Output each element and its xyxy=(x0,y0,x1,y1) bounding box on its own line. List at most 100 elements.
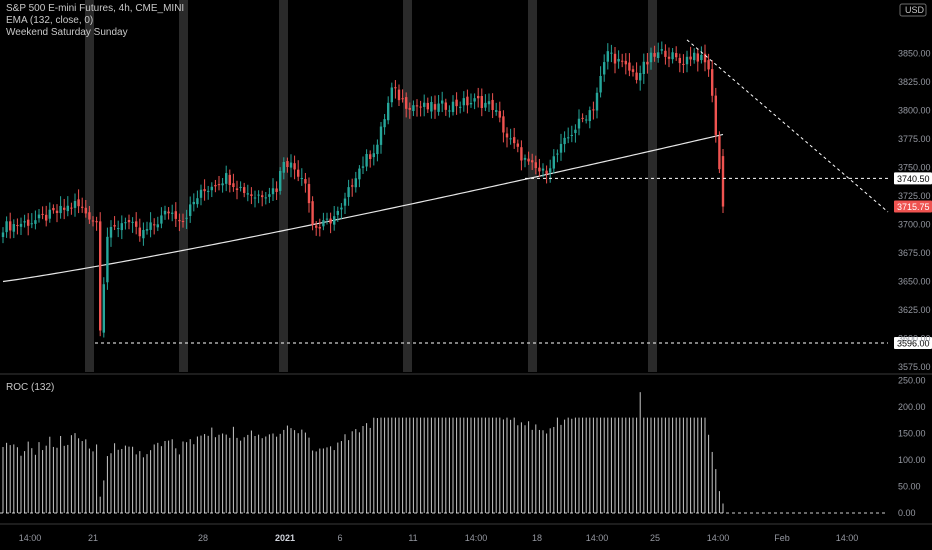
candle-body xyxy=(412,105,415,112)
candle-body xyxy=(358,168,361,180)
candle-body xyxy=(484,102,487,108)
ema-legend: EMA (132, close, 0) xyxy=(6,15,94,26)
candle-body xyxy=(106,236,109,283)
candle-body xyxy=(592,109,595,111)
candle-body xyxy=(171,212,174,214)
currency-label: USD xyxy=(905,5,925,15)
candle-body xyxy=(261,195,264,198)
candle-body xyxy=(142,229,145,239)
candle-body xyxy=(113,225,116,227)
candle-body xyxy=(567,137,570,139)
candle-body xyxy=(513,137,516,144)
roc-y-tick-label: 150.00 xyxy=(898,429,926,439)
weekend-band xyxy=(179,0,188,372)
weekend-band xyxy=(85,0,94,372)
candle-body xyxy=(207,190,210,192)
candle-body xyxy=(329,218,332,224)
candle-body xyxy=(685,56,689,65)
candle-body xyxy=(646,61,649,65)
symbol-title: S&P 500 E-mini Futures, 4h, CME_MINI xyxy=(6,3,185,14)
candle-body xyxy=(387,102,390,121)
candle-body xyxy=(653,53,656,57)
weekend-band xyxy=(528,0,537,372)
price-level-label: 3740.50 xyxy=(897,174,930,184)
candle-body xyxy=(721,156,725,207)
candle-body xyxy=(473,98,476,102)
candle-body xyxy=(99,221,102,331)
candle-body xyxy=(174,211,177,219)
candle-body xyxy=(156,224,159,228)
candle-body xyxy=(153,224,156,226)
y-tick-label: 3725.00 xyxy=(898,191,931,201)
candle-body xyxy=(444,102,447,110)
trend-line xyxy=(686,39,889,213)
candle-body xyxy=(552,156,555,169)
candle-body xyxy=(613,53,617,64)
candle-body xyxy=(696,53,699,62)
candle-body xyxy=(495,110,498,112)
candle-body xyxy=(131,221,134,223)
candle-body xyxy=(41,213,44,215)
candle-body xyxy=(185,217,188,219)
candle-body xyxy=(138,227,141,237)
candle-body xyxy=(109,226,113,238)
candle-body xyxy=(541,168,545,171)
weekend-band xyxy=(648,0,657,372)
candle-body xyxy=(196,198,199,205)
candle-body xyxy=(559,143,563,153)
y-tick-label: 3800.00 xyxy=(898,106,931,116)
candle-body xyxy=(509,138,512,140)
candle-body xyxy=(480,96,483,109)
x-tick-label: 2021 xyxy=(275,533,295,543)
weekend-band xyxy=(279,0,288,372)
candle-body xyxy=(37,214,41,219)
x-tick-label: 25 xyxy=(650,533,660,543)
candle-body xyxy=(502,116,505,133)
candle-body xyxy=(671,52,674,60)
candle-body xyxy=(221,183,224,186)
candle-body xyxy=(610,52,613,54)
y-tick-label: 3825.00 xyxy=(898,77,931,87)
candle-body xyxy=(84,207,87,214)
candle-body xyxy=(163,210,167,215)
candle-body xyxy=(135,221,138,227)
y-tick-label: 3575.00 xyxy=(898,362,931,372)
candle-body xyxy=(657,52,660,59)
candle-body xyxy=(649,52,653,63)
candle-body xyxy=(268,194,271,197)
candle-body xyxy=(63,207,66,210)
candle-body xyxy=(538,167,541,172)
candle-body xyxy=(527,158,530,162)
candle-body xyxy=(214,185,217,187)
candle-body xyxy=(390,87,393,103)
candle-body xyxy=(581,117,584,119)
candle-body xyxy=(448,110,451,112)
candle-body xyxy=(203,189,206,192)
candle-body xyxy=(401,98,404,100)
price-level-label: 3596.00 xyxy=(897,339,930,349)
candle-body xyxy=(225,173,228,184)
candle-body xyxy=(279,171,282,191)
candle-body xyxy=(570,134,573,136)
candle-body xyxy=(289,162,293,168)
x-tick-label: 14:00 xyxy=(586,533,609,543)
y-tick-label: 3650.00 xyxy=(898,277,931,287)
candle-body xyxy=(588,110,591,122)
candle-body xyxy=(667,56,671,59)
candle-body xyxy=(437,103,440,112)
candle-body xyxy=(199,189,203,198)
candle-body xyxy=(12,224,15,232)
candle-body xyxy=(365,154,368,167)
candle-body xyxy=(487,101,491,105)
candle-body xyxy=(379,126,383,145)
candle-body xyxy=(426,102,429,110)
roc-y-tick-label: 50.00 xyxy=(898,482,921,492)
roc-legend: ROC (132) xyxy=(6,382,54,394)
candle-body xyxy=(523,157,527,160)
candle-body xyxy=(333,216,336,225)
candle-body xyxy=(491,99,494,110)
candle-body xyxy=(48,209,51,219)
candle-body xyxy=(293,163,296,170)
